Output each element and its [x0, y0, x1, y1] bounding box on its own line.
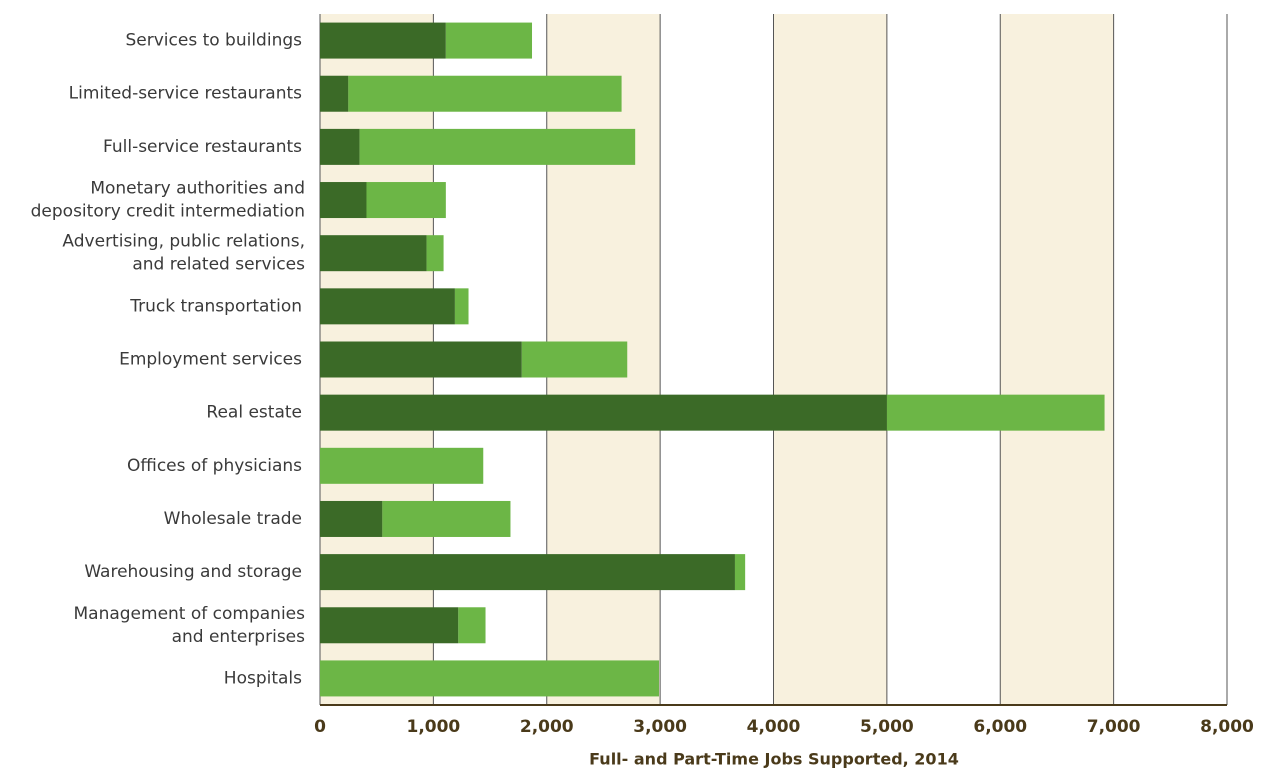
x-axis-label: Full- and Part-Time Jobs Supported, 2014 [589, 750, 959, 769]
x-tick-label: 5,000 [860, 717, 914, 737]
bar-segment [348, 75, 622, 112]
bar-segment [320, 182, 367, 219]
x-tick-label: 0 [314, 717, 326, 737]
y-tick-label: Real estate [206, 403, 302, 423]
bar-segment [382, 500, 511, 537]
background-band [773, 14, 887, 705]
x-tick-label: 2,000 [520, 717, 574, 737]
bar-segment [320, 394, 887, 431]
y-tick-label: Truck transportation [129, 296, 302, 316]
y-tick-label: Advertising, public relations, and relate… [62, 232, 305, 275]
bar-segment [320, 22, 446, 59]
y-tick-label: Warehousing and storage [84, 562, 302, 582]
bar-segment [426, 235, 444, 272]
y-tick-label: Employment services [119, 350, 302, 370]
bar-segment [320, 341, 522, 378]
x-tick-label: 3,000 [633, 717, 687, 737]
y-tick-label: Hospitals [224, 668, 302, 688]
bar-segment [320, 235, 427, 272]
x-tick-label: 8,000 [1200, 717, 1254, 737]
x-tick-label: 6,000 [973, 717, 1027, 737]
bar-segment [320, 660, 659, 697]
bar-segment [320, 447, 484, 484]
y-tick-label: Wholesale trade [164, 509, 302, 529]
bar-segment [366, 182, 446, 219]
y-tick-label: Management of companies and enterprises [73, 604, 305, 647]
y-tick-label: Limited-service restaurants [69, 84, 302, 104]
x-tick-label: 1,000 [406, 717, 460, 737]
x-tick-label: 7,000 [1087, 717, 1141, 737]
bar-segment [521, 341, 628, 378]
bar-segment [320, 288, 455, 325]
bar-segment [454, 288, 469, 325]
y-tick-label: Monetary authorities and depository credi… [31, 179, 305, 222]
y-tick-label: Offices of physicians [127, 456, 302, 476]
bar-segment [320, 554, 735, 591]
bar-segment [359, 128, 636, 165]
bar-segment [320, 75, 349, 112]
bar-segment [886, 394, 1105, 431]
bar-segment [734, 554, 746, 591]
y-tick-label: Services to buildings [125, 31, 302, 51]
bar-segment [320, 607, 459, 644]
background-band [1000, 14, 1114, 705]
bar-segment [320, 500, 383, 537]
y-tick-label: Full-service restaurants [103, 137, 302, 157]
bar-segment [320, 128, 360, 165]
bar-segment [445, 22, 533, 59]
bar-segment [458, 607, 486, 644]
x-tick-label: 4,000 [747, 717, 801, 737]
